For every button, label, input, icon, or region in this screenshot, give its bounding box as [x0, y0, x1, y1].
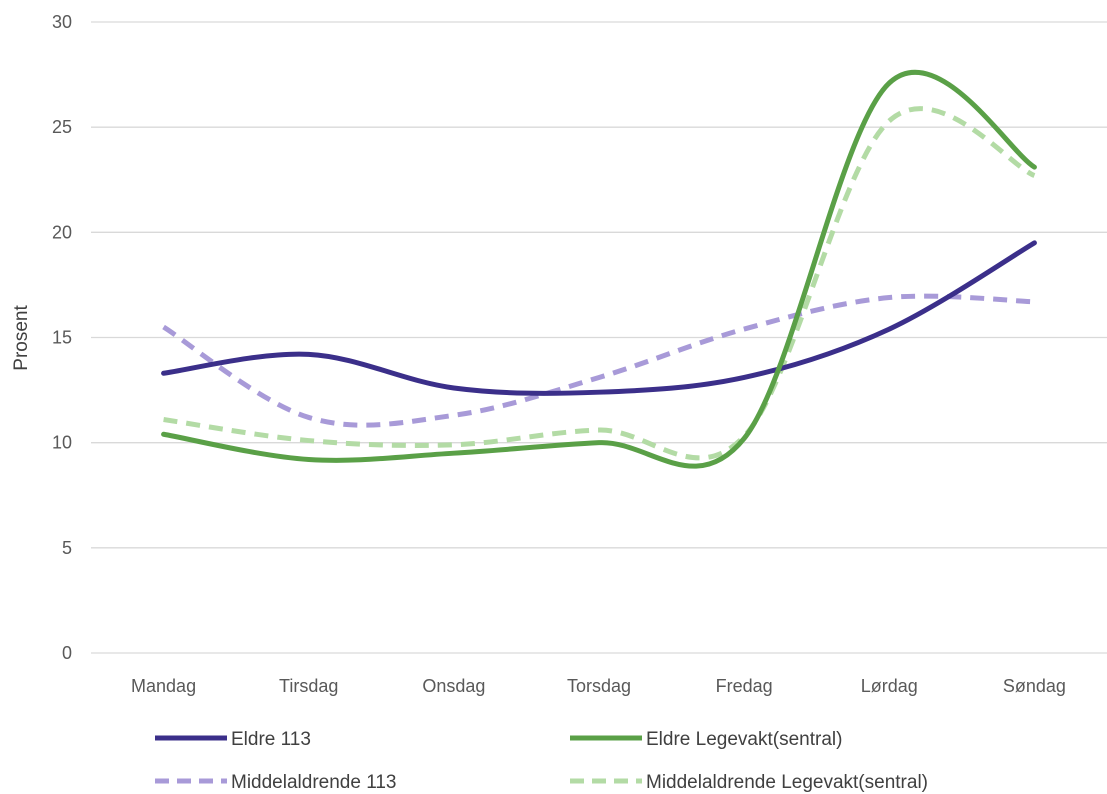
y-tick-label: 10	[52, 433, 72, 453]
y-tick-label: 25	[52, 117, 72, 137]
x-axis-tick-labels: Mandag Tirsdag Onsdag Torsdag Fredag Lørdag Sø…	[131, 676, 1066, 696]
series-line-middelaldrende-legevakt-sentral	[163, 106, 1036, 461]
x-tick-label: Torsdag	[567, 676, 631, 696]
y-tick-label: 20	[52, 222, 72, 242]
legend-label: Eldre Legevakt(sentral)	[646, 729, 842, 750]
legend-label: Middelaldrende 113	[231, 772, 397, 793]
y-tick-label: 5	[62, 538, 72, 558]
legend: Eldre 113 Eldre Legevakt(sentral) Middelal…	[155, 729, 928, 793]
series-lines	[161, 69, 1037, 469]
legend-label: Middelaldrende Legevakt(sentral)	[646, 772, 928, 793]
series-line-eldre-113	[161, 240, 1037, 396]
x-tick-label: Mandag	[131, 676, 196, 696]
series-line-eldre-legevakt-sentral	[161, 69, 1037, 469]
x-tick-label: Onsdag	[422, 676, 485, 696]
x-tick-label: Tirsdag	[279, 676, 338, 696]
y-axis-title: Prosent	[11, 305, 32, 371]
series-line-middelaldrende-113	[162, 293, 1035, 428]
y-tick-label: 0	[62, 643, 72, 663]
x-tick-label: Lørdag	[861, 676, 918, 696]
legend-label: Eldre 113	[231, 729, 311, 750]
y-tick-label: 15	[52, 328, 72, 348]
y-axis-tick-labels: 0 5 10 15 20 25 30	[52, 12, 72, 663]
y-tick-label: 30	[52, 12, 72, 32]
x-tick-label: Søndag	[1003, 676, 1066, 696]
x-tick-label: Fredag	[716, 676, 773, 696]
